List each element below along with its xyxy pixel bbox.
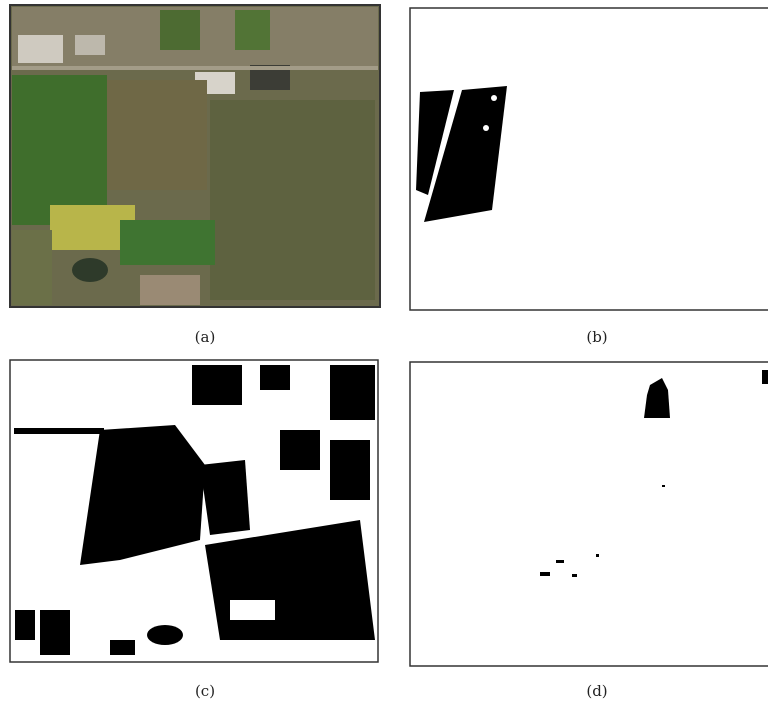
mask-d xyxy=(410,362,768,666)
caption: (d) xyxy=(586,682,607,700)
figure: (a) (b) (c) (d) xyxy=(0,0,768,707)
aerial-image xyxy=(10,5,380,307)
caption: (c) xyxy=(195,682,215,700)
mask-c xyxy=(10,360,378,662)
caption: (a) xyxy=(195,328,216,346)
page: (a) (b) (c) (d) (() => xyxy=(0,0,768,707)
caption: (b) xyxy=(586,328,607,346)
mask-b xyxy=(410,8,768,310)
